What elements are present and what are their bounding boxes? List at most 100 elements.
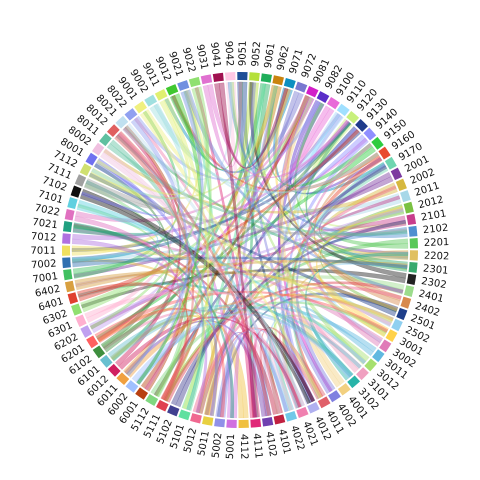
sector-6012 [107,363,121,377]
chord-link-7102 [79,193,311,405]
chord-link-9130 [71,129,362,252]
chord-link-6102 [93,163,171,349]
sector-label-9062: 9062 [275,45,291,72]
sector-9072 [295,81,308,93]
sector-label-2101: 2101 [420,208,447,223]
chord-link-6402 [74,269,398,312]
sector-5112 [145,393,159,407]
sector-4112 [238,419,249,428]
sector-5111 [156,399,169,412]
sector-2012 [403,201,414,214]
chord-link-4022 [266,329,300,411]
sector-label-2301: 2301 [422,263,448,276]
sector-label-6402: 6402 [34,284,61,300]
chord-link-2501 [216,292,399,418]
sector-label-4102: 4102 [263,431,278,458]
sector-label-2102: 2102 [422,223,448,237]
chord-link-7112 [88,85,278,200]
chord-link-5002 [220,85,278,418]
sector-7022 [64,208,75,221]
chord-link-9120 [304,118,407,229]
sector-6401 [67,292,79,305]
chord-link-9042 [225,82,269,417]
chord-link-5102 [175,165,388,408]
chord-link-9120 [273,121,353,411]
sector-6001 [135,387,149,400]
chord-link-9150 [95,146,376,340]
sector-4102 [262,417,274,427]
chord-link-6302 [80,95,310,308]
chord-link-2401 [321,208,404,295]
chord-link-9031 [207,84,350,179]
chord-link-3011 [300,306,374,377]
sector-3101 [356,367,369,381]
chord-link-2002 [103,149,398,214]
sector-9130 [355,119,368,132]
chord-link-9110 [296,111,383,344]
sector-label-2302: 2302 [420,276,447,291]
chord-link-7111 [85,178,408,236]
chord-link-2202 [163,254,409,402]
chord-link-2011 [153,103,401,212]
chord-link-2001 [319,171,409,256]
sector-7111 [74,174,87,187]
chord-link-9011 [163,97,210,410]
sector-3011 [372,349,385,363]
sector-4012 [307,402,320,414]
chord-link-9140 [285,137,369,403]
chord-link-4002 [295,163,387,392]
sector-6302 [71,303,82,316]
chord-link-6201 [94,290,389,339]
sector-label-2201: 2201 [424,237,450,249]
chord-link-9061 [111,83,266,362]
sector-9002 [144,94,158,107]
sector-2502 [391,318,403,332]
chord-link-2102 [323,226,409,260]
chord-link-2401 [101,275,405,349]
chord-link-8022 [134,100,321,181]
chord-link-9100 [292,107,368,189]
sector-label-5001: 5001 [225,434,237,460]
sector-2001 [390,167,403,181]
chord-link-7101 [71,199,159,262]
chord-link-4002 [250,82,332,394]
sector-4101 [273,414,286,425]
chord-link-6011 [126,293,394,378]
chord-link-9170 [281,166,389,408]
chord-link-4112 [72,258,244,419]
sector-label-2202: 2202 [424,251,450,263]
chord-link-3101 [278,316,362,409]
chord-link-7102 [81,188,316,403]
chord-link-9022 [90,86,210,330]
chord-link-8011 [106,143,408,237]
sector-3102 [347,375,361,389]
sector-6102 [92,345,106,359]
chord-link-9001 [143,89,207,176]
chord-link-7012 [72,120,350,241]
sector-label-4111: 4111 [251,433,264,459]
chord-link-7012 [71,238,208,414]
chord-link-5012 [192,285,402,413]
chord-link-4012 [279,114,343,405]
chord-link-4101 [249,332,283,418]
chord-link-3102 [77,282,354,378]
sector-2201 [409,238,418,249]
sector-label-7001: 7001 [32,271,59,285]
sector-7112 [79,163,92,176]
chord-link-2202 [282,250,409,409]
sector-8021 [115,115,129,129]
sector-label-5011: 5011 [196,430,212,457]
chord-link-9140 [299,127,366,192]
sector-label-9051: 9051 [237,40,248,66]
chord-link-6002 [131,313,352,383]
chord-link-2302 [80,268,406,309]
chord-link-5111 [153,323,201,401]
sector-7012 [62,233,71,244]
chord-link-6101 [107,304,362,369]
chord-link-7111 [83,134,172,210]
chord-link-9041 [218,82,258,418]
chord-link-9011 [96,99,191,196]
sector-7011 [62,245,71,256]
sector-label-7002: 7002 [31,258,57,271]
chord-link-6402 [75,259,408,291]
